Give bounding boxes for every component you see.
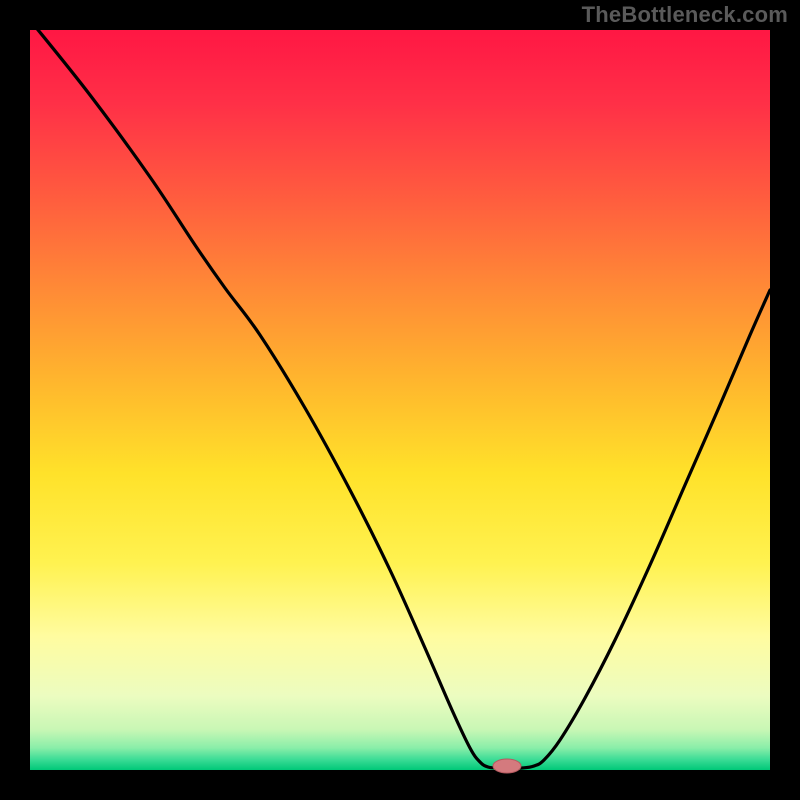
watermark-text: TheBottleneck.com: [582, 2, 788, 28]
floor-marker: [493, 759, 521, 773]
plot-background: [30, 30, 770, 770]
chart-container: TheBottleneck.com: [0, 0, 800, 800]
bottleneck-chart: [0, 0, 800, 800]
